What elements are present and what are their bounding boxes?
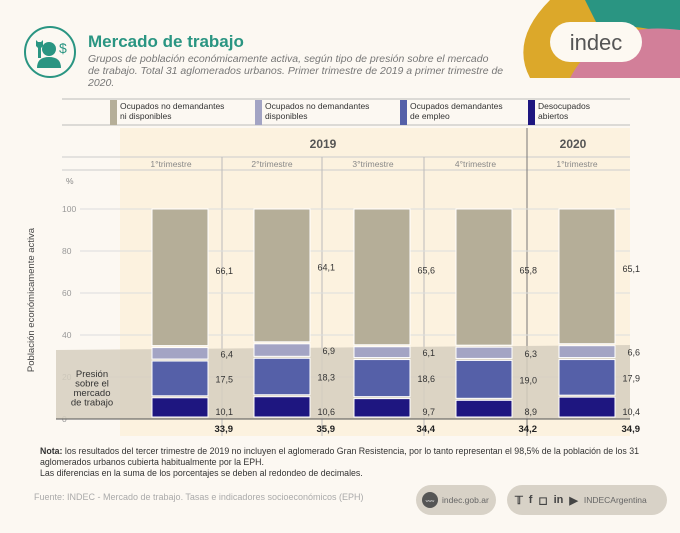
- svg-text:$: $: [59, 40, 67, 56]
- y-tick-label: 100: [62, 204, 76, 214]
- bar-segment: [151, 347, 209, 360]
- total-label: 33,9: [215, 424, 234, 435]
- note: Nota: los resultados del tercer trimestr…: [40, 446, 660, 479]
- bar-segment: [253, 357, 311, 396]
- bar-segment: [253, 396, 311, 418]
- bar-segment: [455, 359, 513, 399]
- bar-segment: [558, 345, 616, 359]
- data-label: 65,1: [622, 264, 640, 274]
- bar-segment: [253, 343, 311, 357]
- y-axis-label: Población económicamente activa: [26, 227, 37, 372]
- quarter-label: 3°trimestre: [352, 159, 393, 169]
- website-link[interactable]: www indec.gob.ar: [416, 485, 496, 515]
- page-title: Mercado de trabajo: [88, 32, 244, 51]
- bar-segment: [455, 208, 513, 346]
- data-label: 6,6: [627, 348, 640, 358]
- social-links: 𝕋 f ◻ in ▶ INDECArgentina: [507, 485, 667, 515]
- year-label: 2019: [310, 137, 337, 151]
- legend-label: Ocupados demandantes: [410, 101, 503, 111]
- instagram-icon[interactable]: ◻: [538, 494, 548, 507]
- bar-segment: [353, 346, 411, 359]
- data-label: 10,4: [622, 407, 640, 417]
- subtitle-line-1: Grupos de población económicamente activ…: [88, 53, 489, 65]
- data-label: 6,9: [322, 346, 335, 356]
- note-line-2: Las diferencias en la suma de los porcen…: [40, 468, 363, 478]
- worker-wrench-dollar-icon: $: [24, 26, 76, 78]
- note-text: los resultados del tercer trimestre de 2…: [40, 446, 640, 467]
- quarter-label: 1°trimestre: [150, 159, 191, 169]
- data-label: 65,6: [417, 265, 435, 275]
- data-label: 8,9: [524, 407, 537, 417]
- bar-segment: [151, 208, 209, 347]
- www-icon: www: [422, 492, 438, 508]
- data-label: 18,3: [317, 373, 335, 383]
- bar-segment: [455, 399, 513, 418]
- facebook-icon[interactable]: f: [528, 494, 533, 506]
- bar-segment: [151, 360, 209, 397]
- pressure-label: de trabajo: [71, 398, 113, 409]
- total-label: 34,9: [622, 424, 641, 435]
- legend-swatch: [528, 100, 535, 125]
- pressure-label: mercado: [74, 388, 111, 399]
- legend-swatch: [255, 100, 262, 125]
- bar-segment: [253, 208, 311, 343]
- note-label: Nota:: [40, 446, 63, 456]
- page-subtitle: Grupos de población económicamente activ…: [88, 53, 528, 89]
- legend-swatch: [110, 100, 117, 125]
- y-tick-label: 40: [62, 330, 72, 340]
- quarter-label: 2°trimestre: [251, 159, 292, 169]
- bar-segment: [558, 396, 616, 418]
- quarter-label: 1°trimestre: [556, 159, 597, 169]
- data-label: 65,8: [519, 266, 537, 276]
- bar-segment: [353, 398, 411, 418]
- pressure-label: sobre el: [75, 379, 109, 390]
- year-label: 2020: [560, 137, 587, 151]
- data-label: 17,5: [215, 374, 233, 384]
- data-label: 6,3: [524, 349, 537, 359]
- legend-label: abiertos: [538, 111, 568, 121]
- linkedin-icon[interactable]: in: [553, 494, 564, 506]
- bar-segment: [353, 208, 411, 346]
- youtube-icon[interactable]: ▶: [569, 494, 578, 507]
- legend-label: Ocupados no demandantes: [120, 101, 224, 111]
- data-label: 6,4: [220, 349, 233, 359]
- y-tick-label: 80: [62, 246, 72, 256]
- data-label: 64,1: [317, 262, 335, 272]
- bar-segment: [558, 208, 616, 345]
- total-label: 35,9: [317, 424, 336, 435]
- legend-label: Desocupados: [538, 101, 590, 111]
- data-label: 18,6: [417, 374, 435, 384]
- data-label: 10,6: [317, 407, 335, 417]
- pressure-label: Presión: [76, 369, 108, 380]
- source-text: Fuente: INDEC - Mercado de trabajo. Tasa…: [34, 492, 364, 502]
- social-handle: INDECArgentina: [583, 495, 647, 505]
- subtitle-line-2: de trabajo. Total 31 aglomerados urbanos…: [88, 65, 504, 89]
- data-label: 9,7: [422, 407, 435, 417]
- data-label: 10,1: [215, 407, 233, 417]
- y-unit-label: %: [66, 176, 74, 186]
- bar-segment: [558, 359, 616, 396]
- bar-segment: [455, 346, 513, 359]
- total-label: 34,2: [519, 424, 538, 435]
- legend-label: de empleo: [410, 111, 450, 121]
- data-label: 6,1: [422, 348, 435, 358]
- quarter-label: 4°trimestre: [455, 159, 496, 169]
- pressure-band: [56, 345, 630, 419]
- bar-segment: [353, 359, 411, 398]
- data-label: 17,9: [622, 373, 640, 383]
- total-label: 34,4: [417, 424, 436, 435]
- y-tick-label: 60: [62, 288, 72, 298]
- data-label: 66,1: [215, 266, 233, 276]
- bar-segment: [151, 397, 209, 418]
- indec-logo-text: indec: [570, 30, 623, 55]
- legend-label: Ocupados no demandantes: [265, 101, 369, 111]
- website-label: indec.gob.ar: [442, 495, 489, 505]
- legend-label: ni disponibles: [120, 111, 172, 121]
- legend-swatch: [400, 100, 407, 125]
- data-label: 19,0: [519, 375, 537, 385]
- indec-brand-logo: indec: [523, 0, 680, 78]
- twitter-icon[interactable]: 𝕋: [515, 494, 523, 507]
- legend-label: disponibles: [265, 111, 308, 121]
